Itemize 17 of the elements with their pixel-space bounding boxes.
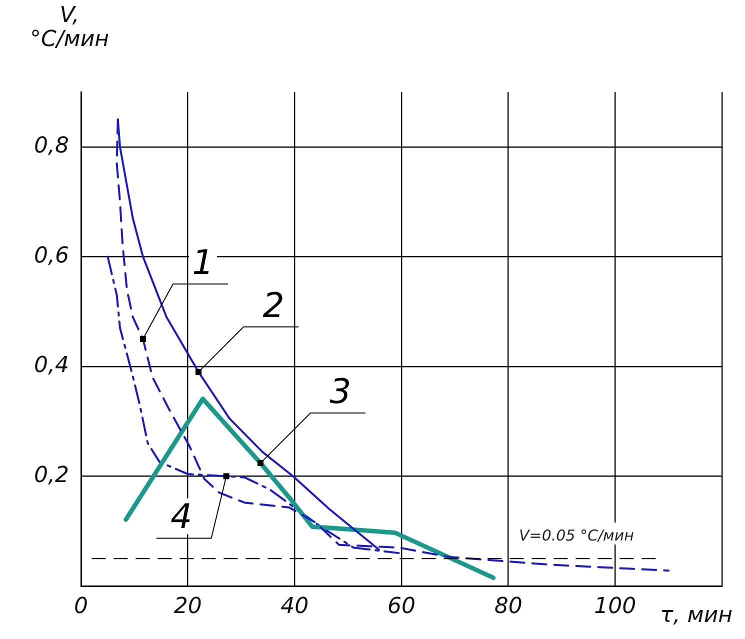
x-tick-label: 20 <box>174 594 202 619</box>
x-axis-title: τ, мин <box>660 603 733 628</box>
annotation: 1 <box>192 242 214 283</box>
x-tick-label: 100 <box>594 594 636 619</box>
y-tick-label: 0,8 <box>34 134 69 159</box>
y-tick-label: 0,6 <box>34 243 69 268</box>
annotation: 3 <box>330 372 352 412</box>
y-tick-label: 0,2 <box>34 462 69 488</box>
annotation: 2 <box>262 286 284 326</box>
x-tick-label: 60 <box>388 594 416 619</box>
annotation: 4 <box>170 497 192 538</box>
ref-line-label: V=0.05 °C/мин <box>519 526 634 545</box>
x-tick-label: 80 <box>494 594 522 619</box>
y-tick-label: 0,4 <box>34 353 69 378</box>
x-tick-label: 40 <box>280 594 309 619</box>
y-axis-title: V, °C/мин <box>30 3 110 52</box>
x-tick-label: 0 <box>74 594 88 619</box>
